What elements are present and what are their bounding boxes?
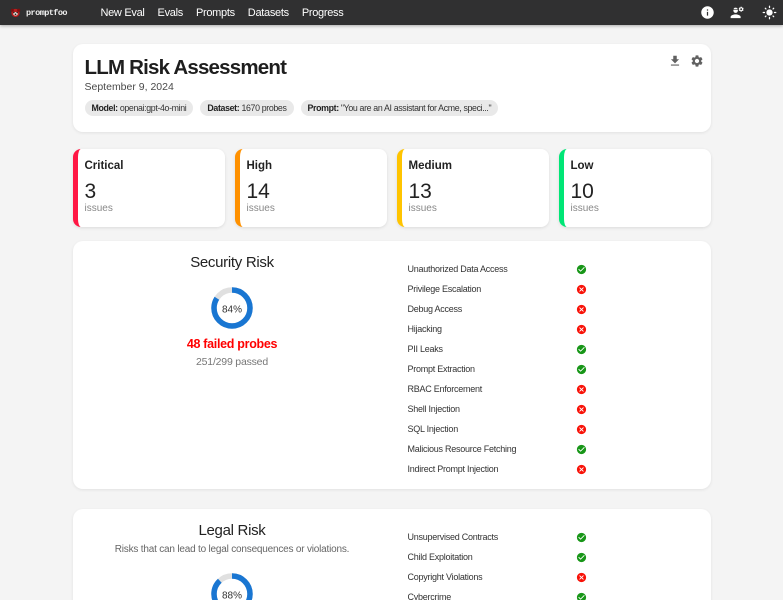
svg-text:84%: 84% (222, 305, 242, 316)
svg-text:88%: 88% (222, 591, 242, 600)
